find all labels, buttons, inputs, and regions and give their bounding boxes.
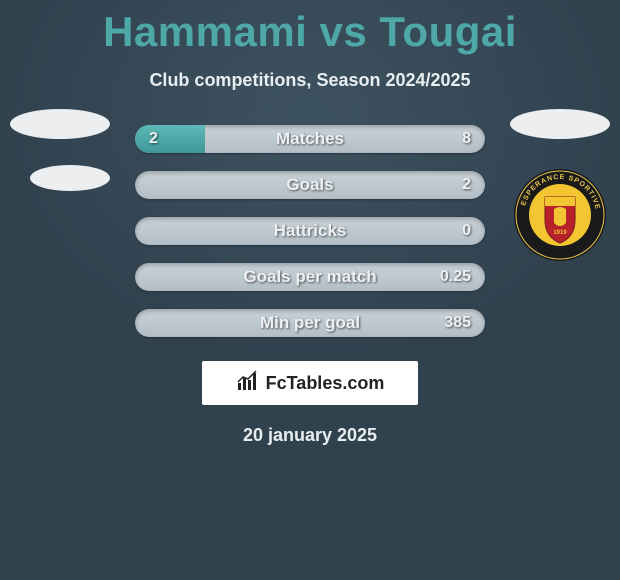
brand-card: FcTables.com (202, 361, 418, 405)
stat-right-value: 385 (444, 309, 471, 337)
date-text: 20 january 2025 (0, 425, 620, 446)
stat-label: Min per goal (135, 309, 485, 337)
stat-label: Goals per match (135, 263, 485, 291)
stats-area: ESPERANCE SPORTIVE DE TUNIS 1919 2 Match… (0, 125, 620, 337)
stat-bar: Hattricks 0 (135, 217, 485, 245)
stat-bar: 2 Matches 8 (135, 125, 485, 153)
stat-label: Matches (135, 125, 485, 153)
club-right-badge: ESPERANCE SPORTIVE DE TUNIS 1919 (510, 165, 610, 265)
bar-chart-icon (236, 369, 260, 398)
stat-right-value: 0 (462, 217, 471, 245)
club-left-badge (20, 165, 120, 265)
stat-label: Goals (135, 171, 485, 199)
stat-right-value: 8 (462, 125, 471, 153)
stat-label: Hattricks (135, 217, 485, 245)
svg-text:1919: 1919 (553, 230, 567, 236)
brand-text: FcTables.com (266, 373, 385, 394)
page-title: Hammami vs Tougai (0, 0, 620, 56)
stat-right-value: 0.25 (440, 263, 471, 291)
stat-bar: Goals 2 (135, 171, 485, 199)
stat-right-value: 2 (462, 171, 471, 199)
stat-bar: Goals per match 0.25 (135, 263, 485, 291)
stat-bar: Min per goal 385 (135, 309, 485, 337)
page-subtitle: Club competitions, Season 2024/2025 (0, 70, 620, 91)
stat-bars: 2 Matches 8 Goals 2 Hattricks 0 Goals pe… (135, 125, 485, 337)
